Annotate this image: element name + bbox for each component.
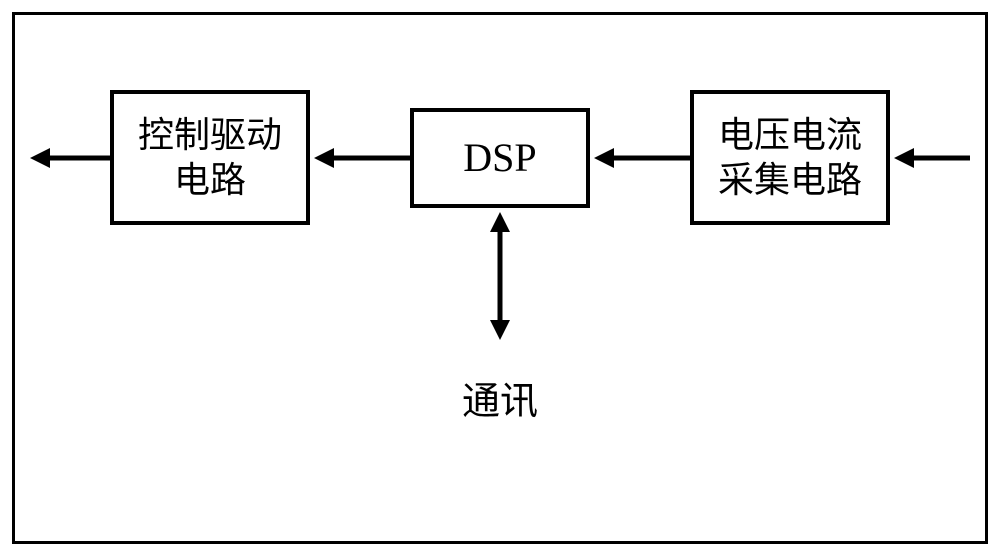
arrow-dsp-to-ctrl-head	[314, 148, 334, 168]
arrow-ctrl-out-head	[30, 148, 50, 168]
arrow-vc-to-dsp-head	[594, 148, 614, 168]
arrow-dsp-comm-head	[490, 320, 510, 340]
arrows-layer	[0, 0, 1000, 556]
arrow-in-to-vc-head	[894, 148, 914, 168]
arrow-dsp-comm-head-2	[490, 212, 510, 232]
